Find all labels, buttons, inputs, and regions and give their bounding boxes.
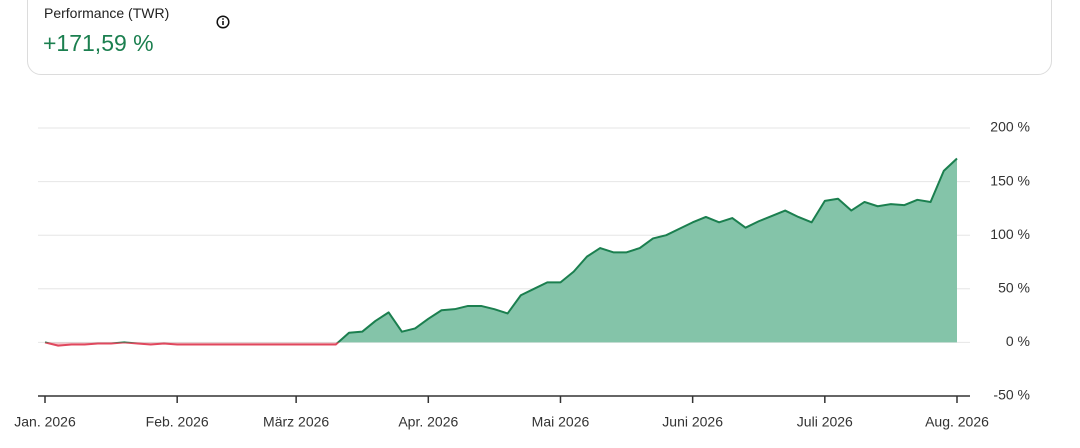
area-line <box>44 157 958 347</box>
y-tick-label: 100 % <box>990 226 1030 242</box>
info-icon[interactable] <box>216 15 230 29</box>
performance-value: +171,59 % <box>43 30 154 56</box>
x-tick-label: Feb. 2026 <box>146 414 209 430</box>
x-tick-label: März 2026 <box>263 414 329 430</box>
y-tick-label: 0 % <box>1006 333 1030 349</box>
x-tick-label: Aug. 2026 <box>925 414 989 430</box>
x-tick-label: Jan. 2026 <box>14 414 76 430</box>
x-tick-label: Juli 2026 <box>797 414 853 430</box>
x-tick-label: Juni 2026 <box>662 414 723 430</box>
card-title: Performance (TWR) <box>44 5 170 21</box>
summary-card <box>27 0 1052 75</box>
y-tick-label: -50 % <box>993 387 1030 403</box>
y-tick-label: 150 % <box>990 172 1030 188</box>
y-tick-label: 50 % <box>998 280 1030 296</box>
x-tick-label: Apr. 2026 <box>398 414 458 430</box>
area-fill <box>45 158 957 346</box>
y-tick-label: 200 % <box>990 119 1030 135</box>
x-tick-label: Mai 2026 <box>532 414 590 430</box>
